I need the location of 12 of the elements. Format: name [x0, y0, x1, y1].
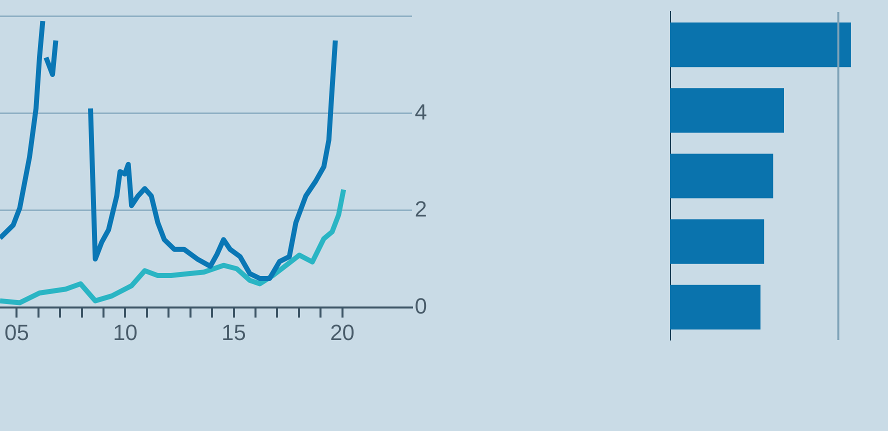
x-tick-label: 05: [4, 320, 29, 345]
bar: [670, 22, 851, 68]
x-tick-label: 15: [222, 320, 246, 345]
bar: [670, 88, 784, 133]
y-tick-label: 4: [414, 99, 428, 124]
y-tick-label: 0: [414, 294, 428, 319]
x-tick-label: 10: [113, 320, 138, 345]
bar: [670, 154, 774, 198]
bar: [670, 284, 760, 330]
y-tick-label: 2: [414, 196, 428, 222]
bar: [670, 219, 764, 264]
x-tick-label: 20: [330, 320, 355, 345]
